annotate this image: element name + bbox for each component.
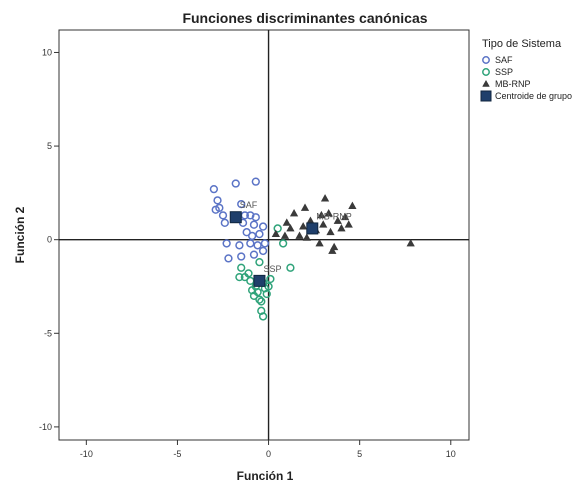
point-mb-rnp <box>317 210 326 219</box>
legend: Tipo de Sistema SAF SSP MB-RNP Centroide de… <box>480 38 572 102</box>
plot-area <box>58 29 470 441</box>
point-saf <box>235 241 244 250</box>
legend-triangle-swatch <box>482 79 490 87</box>
point-saf <box>255 229 264 239</box>
y-axis-label: Función 2 <box>13 206 27 263</box>
data-points <box>209 177 415 321</box>
point-saf <box>209 184 219 194</box>
group-centroids: SAF SSP MB-RNP <box>229 200 352 287</box>
point-mb-rnp <box>328 246 337 254</box>
y-axis-ticks: -10 -5 0 5 10 <box>39 47 59 432</box>
point-mb-rnp <box>319 220 328 228</box>
point-ssp <box>257 306 266 315</box>
point-saf <box>224 254 233 263</box>
legend-item-saf: SAF <box>482 55 513 65</box>
point-saf <box>251 213 260 222</box>
point-mb-rnp <box>333 216 342 224</box>
point-ssp <box>255 257 264 267</box>
point-mb-rnp <box>295 231 304 239</box>
point-saf <box>248 231 257 241</box>
point-ssp <box>257 297 266 306</box>
point-mb-rnp <box>300 203 310 211</box>
point-saf <box>237 199 246 209</box>
point-saf <box>222 239 231 248</box>
point-mb-rnp <box>299 222 308 230</box>
point-mb-rnp <box>348 201 357 209</box>
legend-title: Tipo de Sistema <box>482 38 562 50</box>
point-mb-rnp <box>289 209 299 217</box>
point-mb-rnp <box>302 233 311 241</box>
point-saf <box>211 205 220 214</box>
point-mb-rnp <box>286 224 295 232</box>
point-saf <box>249 250 259 259</box>
point-mb-rnp <box>340 212 350 221</box>
legend-label: SAF <box>495 55 513 65</box>
point-mb-rnp <box>282 218 291 226</box>
point-saf <box>246 211 255 220</box>
point-saf <box>253 241 262 250</box>
chart-title: Funciones discriminantes canónicas <box>182 10 427 26</box>
point-ssp <box>262 289 271 299</box>
point-ssp <box>273 224 282 233</box>
point-saf <box>246 239 255 248</box>
point-ssp <box>278 239 288 248</box>
x-tick-label: -10 <box>80 449 93 459</box>
legend-label: Centroide de grupo <box>495 91 572 101</box>
point-mb-rnp <box>315 239 324 247</box>
legend-label: SSP <box>495 67 513 77</box>
point-ssp <box>235 272 244 282</box>
y-tick-label: 5 <box>47 141 52 151</box>
point-ssp <box>253 287 262 297</box>
point-mb-rnp <box>344 220 353 228</box>
legend-label: MB-RNP <box>495 79 531 89</box>
point-saf <box>258 246 268 256</box>
y-tick-label: -5 <box>44 328 52 338</box>
point-saf <box>242 228 251 237</box>
centroid-label-mb-rnp: MB-RNP <box>316 211 352 221</box>
point-ssp <box>266 274 275 284</box>
x-tick-label: 5 <box>357 449 362 459</box>
point-saf <box>220 218 229 227</box>
centroid-saf <box>229 211 242 224</box>
point-saf <box>251 177 260 186</box>
x-tick-label: -5 <box>173 449 181 459</box>
point-mb-rnp <box>326 227 335 236</box>
legend-circle-swatch <box>482 68 490 76</box>
point-ssp <box>286 263 295 272</box>
y-tick-label: 0 <box>47 235 52 245</box>
point-mb-rnp <box>324 209 333 217</box>
point-mb-rnp <box>406 239 415 247</box>
point-mb-rnp <box>337 224 346 232</box>
point-saf <box>218 211 228 220</box>
point-ssp <box>255 295 264 304</box>
legend-item-ssp: SSP <box>482 67 513 77</box>
centroid-label-saf: SAF <box>240 200 258 210</box>
point-saf <box>231 179 240 188</box>
legend-item-mb-rnp: MB-RNP <box>482 79 531 89</box>
point-mb-rnp <box>320 194 330 202</box>
y-tick-label: 10 <box>42 47 52 57</box>
point-saf <box>237 252 246 261</box>
point-saf <box>260 239 270 248</box>
centroid-ssp <box>253 274 266 287</box>
legend-circle-swatch <box>482 56 490 64</box>
point-ssp <box>237 263 246 272</box>
x-axis-label: Función 1 <box>237 469 294 483</box>
centroid-mb-rnp <box>306 222 319 235</box>
y-tick-label: -10 <box>39 422 52 432</box>
x-axis-ticks: -10 -5 0 5 10 <box>80 440 456 459</box>
x-tick-label: 0 <box>266 449 271 459</box>
legend-centroid-swatch <box>480 90 492 102</box>
legend-item-centroide-de-grupo: Centroide de grupo <box>480 90 572 102</box>
point-mb-rnp <box>330 242 339 251</box>
point-ssp <box>244 269 253 278</box>
point-mb-rnp <box>271 229 280 238</box>
x-tick-label: 10 <box>446 449 456 459</box>
point-saf <box>249 220 259 229</box>
point-saf <box>258 222 268 231</box>
centroid-label-ssp: SSP <box>263 264 281 274</box>
point-mb-rnp <box>280 231 290 239</box>
point-saf <box>213 196 222 205</box>
